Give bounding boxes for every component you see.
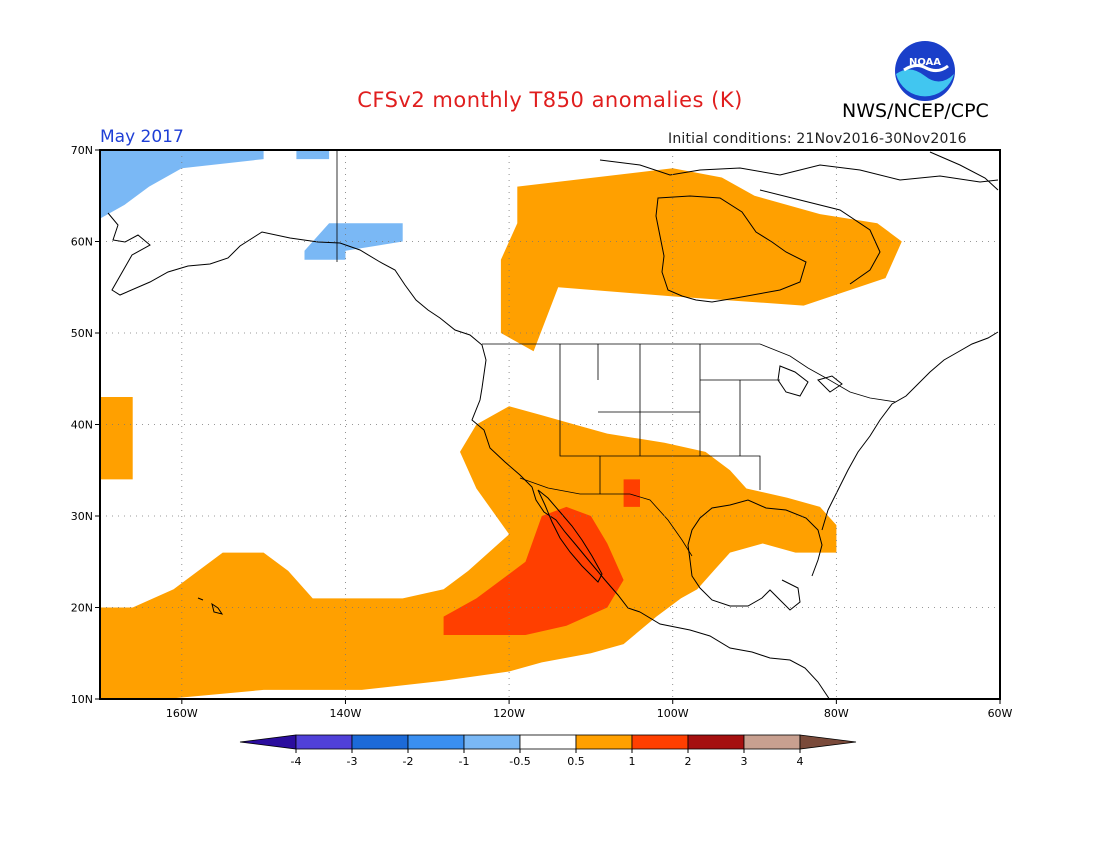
lat-tick-label: 20N — [71, 602, 93, 615]
colorbar-label: 3 — [741, 755, 748, 768]
lat-tick-label: 40N — [71, 419, 93, 432]
colorbar-label: -0.5 — [509, 755, 530, 768]
lon-tick-label: 60W — [988, 707, 1013, 720]
anomaly-region-3 — [100, 397, 133, 480]
colorbar-swatch — [687, 734, 745, 750]
colorbar-swatch — [295, 734, 353, 750]
map-title: CFSv2 monthly T850 anomalies (K) — [357, 88, 743, 112]
anomaly-region-6 — [100, 150, 264, 219]
colorbar-label: -1 — [459, 755, 470, 768]
colorbar-swatch — [407, 734, 465, 750]
logo-text: NOAA — [909, 57, 941, 68]
colorbar-label: -4 — [291, 755, 302, 768]
latitude-labels: 70N 60N 50N 40N 30N 20N 10N — [71, 144, 100, 706]
colorbar-label: 0.5 — [567, 755, 585, 768]
anomaly-region-1 — [500, 168, 902, 352]
colorbar-swatch — [519, 734, 577, 750]
lat-tick-label: 50N — [71, 327, 93, 340]
lat-tick-label: 10N — [71, 693, 93, 706]
colorbar-label: 1 — [629, 755, 636, 768]
colorbar-label: 2 — [685, 755, 692, 768]
anomaly-region-7 — [296, 150, 330, 160]
colorbar-swatch — [743, 734, 801, 750]
forecast-period: May 2017 — [100, 127, 184, 147]
anomaly-region-4 — [443, 506, 624, 635]
lat-tick-label: 70N — [71, 144, 93, 157]
lon-tick-label: 100W — [657, 707, 689, 720]
colorbar-swatch — [351, 734, 409, 750]
noaa-logo-icon: NOAA — [895, 41, 955, 101]
graticule — [100, 150, 1000, 699]
agency-label: NWS/NCEP/CPC — [842, 100, 989, 122]
anomaly-regions — [100, 150, 902, 699]
colorbar-swatch — [575, 734, 633, 750]
colorbar-min-arrow — [239, 734, 297, 750]
initial-conditions: Initial conditions: 21Nov2016-30Nov2016 — [668, 131, 967, 147]
anomaly-region-8 — [304, 223, 403, 260]
colorbar-label: -2 — [403, 755, 414, 768]
colorbar-label: 4 — [797, 755, 804, 768]
colorbar-max-arrow — [799, 734, 857, 750]
colorbar-label: -3 — [347, 755, 358, 768]
anomaly-region-2 — [100, 406, 837, 699]
anomaly-region-5 — [623, 479, 640, 507]
political-borders — [336, 150, 897, 557]
lon-tick-label: 120W — [493, 707, 525, 720]
longitude-labels: 160W 140W 120W 100W 80W 60W — [166, 699, 1013, 720]
coastlines — [107, 151, 999, 699]
colorbar: -4 -3 -2 -1 -0.5 0.5 1 2 3 4 — [239, 734, 857, 768]
colorbar-swatch — [463, 734, 521, 750]
lon-tick-label: 80W — [824, 707, 849, 720]
lon-tick-label: 140W — [330, 707, 362, 720]
lon-tick-label: 160W — [166, 707, 198, 720]
lat-tick-label: 60N — [71, 236, 93, 249]
lat-tick-label: 30N — [71, 510, 93, 523]
colorbar-swatch — [631, 734, 689, 750]
